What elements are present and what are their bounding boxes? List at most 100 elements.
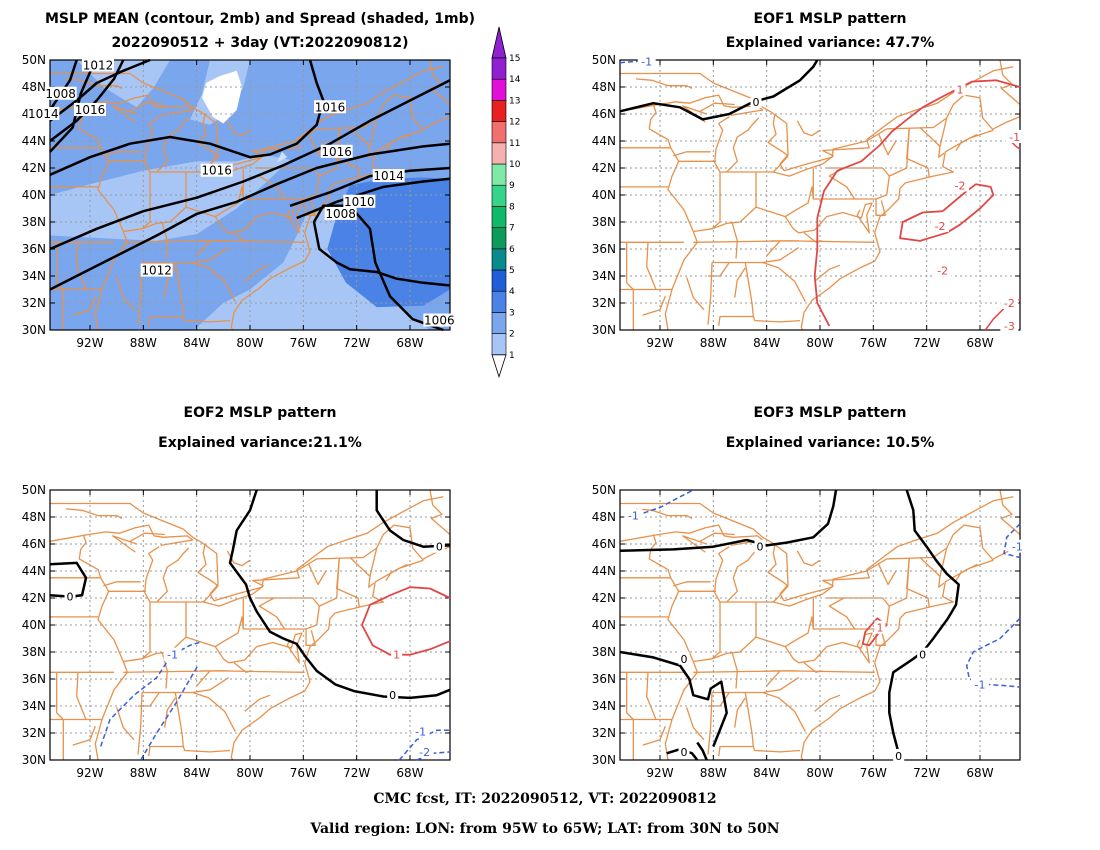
- contour-label-bg: [411, 724, 430, 738]
- map-boundary-line: [734, 267, 746, 298]
- map-boundary-line: [305, 629, 316, 646]
- x-tick-label: 88W: [130, 336, 157, 350]
- map-boundary-line: [814, 694, 841, 712]
- map-boundary-line: [646, 242, 657, 290]
- y-tick-label: 34N: [592, 269, 616, 283]
- isobar-contour: [49, 58, 151, 122]
- y-tick-label: 48N: [22, 510, 46, 524]
- map-boundary-line: [673, 151, 711, 157]
- x-tick-label: 92W: [76, 336, 103, 350]
- y-tick-label: 40N: [592, 188, 616, 202]
- map-boundary-line: [734, 697, 746, 728]
- map-boundary-line: [766, 670, 781, 687]
- map-boundary-line: [767, 545, 870, 607]
- y-tick-label: 36N: [22, 242, 46, 256]
- contour-label: 1014: [373, 169, 404, 183]
- eof3-zero-contour: [696, 741, 708, 761]
- y-tick-label: 42N: [22, 591, 46, 605]
- eof3-neg-contour: [635, 489, 694, 517]
- map-boundary-line: [712, 677, 800, 694]
- map-boundary-line: [244, 264, 271, 282]
- panel-eof3: 92W 88W 84W 80W 76W 72W 68W 30N 32N 34N 36N 38N 40N 4…: [592, 483, 1027, 780]
- x-tick-label: 76W: [290, 336, 317, 350]
- contour-label: 1012: [83, 58, 114, 72]
- colorbar-label: 3: [509, 308, 515, 318]
- x-tick-label: 84W: [183, 766, 210, 780]
- map-boundary-line: [718, 262, 754, 326]
- map-boundary-line: [800, 129, 994, 331]
- map-boundary-line: [226, 120, 251, 137]
- map-boundary-line: [296, 496, 444, 571]
- footer-line2: Valid region: LON: from 95W to 65W; LAT:…: [309, 821, 779, 837]
- contour-label-bg: [387, 688, 399, 702]
- y-tick-label: 44N: [592, 564, 616, 578]
- y-tick-label: 50N: [22, 483, 46, 497]
- eof3-title: EOF3 MSLP pattern: [754, 405, 907, 421]
- colorbar-label: 13: [509, 96, 520, 106]
- footer-line1: CMC fcst, IT: 2022090512, VT: 2022090812: [373, 791, 716, 807]
- contour-label-bg: [971, 677, 989, 691]
- contour-label: -1: [1009, 131, 1020, 144]
- contour-label-bg: [27, 107, 60, 120]
- contour-label-bg: [954, 82, 966, 96]
- map-boundary-line: [752, 746, 801, 753]
- eof1-zero-contour: [619, 59, 819, 121]
- eof3-zero-contour: [619, 489, 838, 553]
- contour-label: 1: [877, 622, 884, 635]
- colorbar-label: 8: [509, 202, 515, 212]
- y-tick-label: 36N: [592, 672, 616, 686]
- map-boundary-line: [228, 641, 292, 664]
- contour-label-bg: [951, 178, 969, 192]
- contour-label-bg: [423, 313, 456, 327]
- map-boundary-line: [182, 316, 231, 323]
- y-tick-label: 32N: [592, 726, 616, 740]
- eof3-pos-contour: [861, 617, 888, 647]
- y-tick-label: 38N: [592, 645, 616, 659]
- contour-label: -1: [415, 726, 426, 739]
- eof3-zero-contour: [619, 650, 728, 747]
- colorbar-swatch: [491, 142, 507, 165]
- eof1-pos-contour: [813, 79, 1021, 327]
- map-boundary-line: [993, 108, 1021, 130]
- contour-label: 1008: [325, 207, 356, 221]
- map-boundary-line: [664, 161, 698, 331]
- map-boundary-line: [49, 524, 194, 547]
- contour-label: -2: [1004, 297, 1015, 310]
- map-boundary-line: [814, 264, 841, 282]
- contour-label-bg: [931, 219, 949, 233]
- colorbar-swatch: [491, 248, 507, 271]
- map-boundary-line: [646, 672, 657, 720]
- colorbar-top-arrow: [491, 26, 507, 59]
- colorbar-label: 9: [509, 181, 515, 191]
- map-boundary-line: [762, 691, 806, 732]
- contour-label-bg: [1005, 129, 1024, 143]
- map-boundary-line: [620, 502, 994, 602]
- map-boundary-line: [999, 489, 1021, 535]
- y-tick-label: 30N: [22, 753, 46, 767]
- contour-label-bg: [320, 144, 353, 158]
- eof2-pos-contour: [361, 586, 451, 656]
- map-boundary-line: [385, 133, 408, 151]
- colorbar-label: 6: [509, 245, 515, 255]
- map-boundary-line: [56, 672, 64, 760]
- eof1-pos-contour: [899, 183, 995, 242]
- panel-mslp-mean: 92W 88W 84W 80W 76W 72W 68W 30N 32N 34N 36N 38N 40N 4…: [22, 26, 521, 379]
- map-boundary-line: [798, 211, 862, 234]
- map-boundary-line: [164, 697, 176, 728]
- map-boundary-line: [707, 262, 713, 325]
- contour-label: 0: [681, 746, 688, 759]
- eof2-title: EOF2 MSLP pattern: [184, 405, 337, 421]
- contour-label-bg: [750, 94, 762, 108]
- map-boundary-line: [878, 564, 897, 586]
- contour-label-bg: [1000, 318, 1019, 332]
- x-tick-label: 76W: [860, 766, 887, 780]
- contour-label: 0: [681, 653, 688, 666]
- map-boundary-line: [228, 211, 292, 234]
- map-boundary-line: [286, 632, 303, 664]
- colorbar-swatch: [491, 78, 507, 101]
- contour-label: 0: [757, 541, 764, 554]
- colorbar-swatch: [491, 290, 507, 313]
- y-tick-label: 46N: [22, 537, 46, 551]
